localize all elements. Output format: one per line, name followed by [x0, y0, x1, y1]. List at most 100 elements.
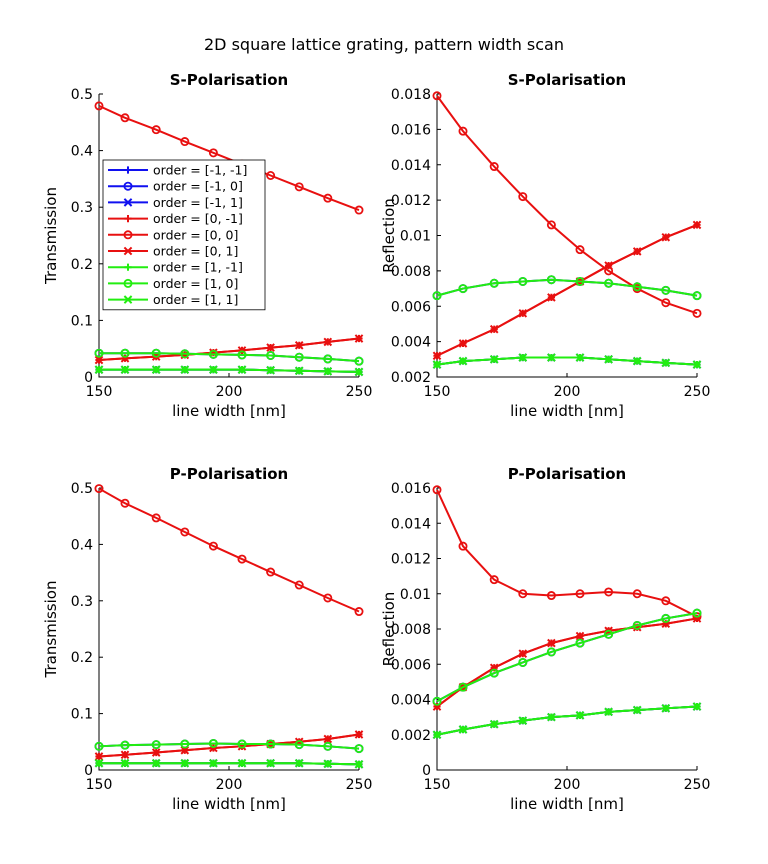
data-point — [575, 245, 585, 255]
data-point — [546, 220, 556, 230]
data-point — [632, 620, 642, 630]
data-point — [632, 247, 642, 256]
data-point — [323, 193, 333, 203]
data-point — [632, 282, 642, 292]
data-point — [489, 162, 499, 172]
data-point — [323, 734, 333, 744]
subplot-3: P-Polarisation 150 200 250 0 0.1 0.2 0.3 0.4 0.5 l… — [42, 465, 372, 813]
subplot-title: S-Polarisation — [170, 71, 288, 89]
data-point — [151, 365, 161, 374]
data-point — [120, 498, 130, 508]
legend-marker — [123, 278, 133, 288]
data-point — [237, 758, 247, 768]
series-_0_-1_ — [433, 614, 701, 711]
data-point — [458, 339, 468, 348]
data-point — [458, 725, 468, 734]
legend-marker — [123, 230, 133, 240]
subplot-4: P-Polarisation 150 200 250 0 0.002 0.004 0.006 0… — [380, 465, 710, 813]
data-point — [692, 360, 702, 369]
x-tick-label: 150 — [86, 777, 113, 793]
data-point — [94, 365, 104, 374]
data-point — [604, 587, 614, 597]
subplot-2: S-Polarisation 150 200 250 0.002 0.004 0.006 0.… — [380, 71, 710, 420]
data-point — [546, 275, 556, 285]
series-line — [436, 705, 698, 736]
y-tick-label: 0.4 — [71, 144, 93, 160]
legend-label: order = [0, 1] — [153, 244, 238, 259]
y-tick-label: 0.014 — [391, 516, 431, 532]
y-axis-label: Reflection — [380, 198, 398, 273]
data-point — [94, 741, 104, 751]
data-point — [208, 541, 218, 551]
data-point — [94, 101, 104, 111]
data-point — [94, 484, 104, 494]
data-point — [458, 356, 468, 366]
y-tick-label: 0 — [422, 763, 431, 779]
y-tick-label: 0.016 — [391, 481, 431, 497]
series-_1_0_ — [432, 608, 702, 706]
legend-label: order = [-1, 0] — [153, 179, 243, 194]
legend: order = [-1, -1]order = [-1, 0] order = [… — [102, 159, 266, 311]
data-point — [692, 608, 702, 618]
y-tick-label: 0.016 — [391, 122, 431, 138]
y-tick-label: 0.5 — [71, 481, 93, 497]
y-axis-label: Transmission — [42, 581, 60, 679]
series-_1_1_ — [432, 353, 702, 369]
data-point — [151, 758, 161, 768]
data-point — [458, 126, 468, 136]
x-axis-label: line width [nm] — [172, 795, 286, 813]
data-point — [294, 182, 304, 192]
data-point — [632, 356, 642, 366]
data-point — [489, 324, 499, 334]
data-point — [604, 629, 614, 639]
data-point — [294, 758, 304, 768]
y-tick-label: 0.1 — [71, 707, 93, 723]
data-point — [120, 750, 130, 760]
data-point — [151, 513, 161, 523]
data-point — [266, 343, 275, 352]
data-point — [354, 730, 364, 739]
legend-label: order = [-1, -1] — [153, 163, 247, 178]
subplot-1: S-Polarisation 150 200 250 0 0.1 0.2 0.3 0.4 0.5 l… — [42, 71, 372, 420]
data-point — [354, 334, 364, 343]
data-point — [575, 711, 585, 720]
x-axis-label: line width [nm] — [172, 402, 286, 420]
y-tick-label: 0 — [84, 370, 93, 386]
legend-label: order = [1, 0] — [153, 276, 238, 291]
data-point — [575, 276, 585, 286]
data-point — [208, 349, 218, 359]
series-line — [436, 705, 698, 736]
data-point — [575, 589, 585, 599]
data-point — [661, 285, 671, 295]
figure-title: 2D square lattice grating, pattern width… — [204, 35, 564, 54]
data-point — [180, 137, 190, 147]
data-point — [546, 647, 556, 657]
series-line — [98, 487, 360, 613]
subplot-title: S-Polarisation — [508, 71, 626, 89]
series-line — [436, 612, 698, 703]
y-tick-label: 0.004 — [391, 693, 431, 709]
data-point — [120, 113, 130, 123]
data-point — [323, 593, 333, 603]
data-point — [323, 759, 333, 769]
x-tick-label: 200 — [554, 384, 581, 400]
data-point — [547, 293, 556, 302]
data-point — [237, 350, 247, 360]
y-tick-label: 0.5 — [71, 87, 93, 103]
data-point — [489, 575, 499, 585]
data-point — [354, 760, 364, 769]
legend-marker — [124, 166, 132, 174]
y-tick-label: 0.3 — [71, 200, 93, 216]
legend-label: order = [1, 1] — [153, 292, 238, 307]
y-tick-label: 0.01 — [400, 587, 431, 603]
data-point — [432, 91, 442, 101]
data-point — [151, 748, 161, 757]
legend-marker — [123, 246, 133, 256]
series-line — [436, 617, 698, 708]
data-point — [180, 365, 190, 374]
series-_1_1_ — [94, 365, 364, 377]
y-tick-label: 0.008 — [391, 264, 431, 280]
series-line — [99, 762, 360, 766]
series-_0_1_ — [432, 614, 702, 711]
data-point — [518, 649, 528, 658]
